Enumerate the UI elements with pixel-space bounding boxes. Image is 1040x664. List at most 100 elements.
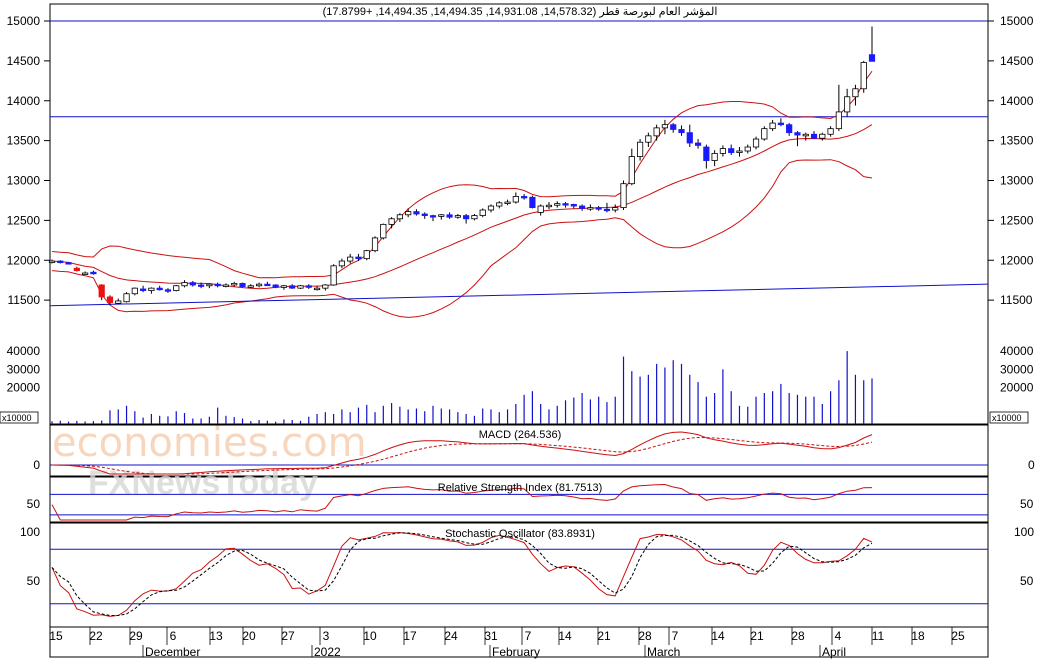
candle-body <box>421 213 428 216</box>
candle-body <box>463 215 470 220</box>
price-tick-label: 14500 <box>1000 54 1034 68</box>
x-tick-label: 7 <box>525 629 532 643</box>
candle-body <box>686 132 693 144</box>
candle-body <box>106 296 114 303</box>
volume-tick-label: 30000 <box>1000 362 1034 376</box>
x-tick-label: 15 <box>49 629 63 643</box>
candle-body <box>446 214 453 218</box>
watermark-economies: economies.com <box>52 420 367 466</box>
volume-unit-right: x10000 <box>992 413 1022 423</box>
x-tick-label: 21 <box>597 629 611 643</box>
candle-body <box>82 272 89 275</box>
month-label: March <box>647 645 680 659</box>
candle-body <box>570 204 577 207</box>
rsi-title: Relative Strength Index (81.7513) <box>438 482 603 494</box>
volume-tick-label: 40000 <box>1000 344 1034 358</box>
candle-body <box>844 96 851 113</box>
price-tick-label: 13500 <box>7 134 41 148</box>
x-tick-label: 31 <box>484 629 498 643</box>
x-tick-label: 24 <box>444 629 458 643</box>
candle-body <box>487 205 495 211</box>
candle-body <box>247 285 254 288</box>
candle-body <box>562 203 569 206</box>
month-label: April <box>822 645 846 659</box>
candle-body <box>612 207 619 211</box>
candle-body <box>123 293 130 303</box>
month-label: 2022 <box>314 645 341 659</box>
stoch-50-left: 50 <box>27 574 41 588</box>
x-tick-label: 28 <box>638 629 652 643</box>
candle-body <box>587 207 594 210</box>
candle-body <box>388 218 395 225</box>
candle-body <box>214 283 221 287</box>
candle-body <box>512 196 519 203</box>
macd-zero-left: 0 <box>33 458 40 472</box>
volume-tick-label: 30000 <box>7 362 41 376</box>
candle-body <box>521 196 528 199</box>
candle-body <box>206 283 213 287</box>
price-panel-frame <box>49 3 989 425</box>
candle-body <box>164 289 172 292</box>
candle-body <box>148 287 155 291</box>
macd-title: MACD (264.536) <box>479 429 562 441</box>
candle-body <box>603 208 611 212</box>
stoch-100-left: 100 <box>20 525 40 539</box>
price-tick-label: 11500 <box>8 293 41 307</box>
x-tick-label: 10 <box>363 629 377 643</box>
x-tick-label: 14 <box>711 629 725 643</box>
price-tick-label: 13500 <box>1000 134 1034 148</box>
candle-body <box>496 202 503 207</box>
candle-body <box>703 146 710 161</box>
candle-body <box>156 287 163 291</box>
candle-body <box>810 133 818 139</box>
macd-line <box>51 431 873 475</box>
candle-body <box>827 128 834 135</box>
candle-body <box>802 133 809 137</box>
volume-tick-label: 40000 <box>7 344 41 358</box>
candle-body <box>471 215 478 220</box>
chart-title: المؤشر العام لبورصة قطر (14,578.32, 14,9… <box>323 6 718 18</box>
candle-body <box>222 284 230 287</box>
candle-body <box>479 209 486 216</box>
candle-body <box>115 300 122 304</box>
x-tick-label: 6 <box>170 629 177 643</box>
watermark-fxnewstoday: FXNewsToday <box>88 464 318 502</box>
x-tick-label: 25 <box>951 629 965 643</box>
candle-body <box>711 152 718 161</box>
candle-body <box>835 111 842 130</box>
price-tick-label: 11500 <box>1000 293 1033 307</box>
candle-body <box>728 148 735 153</box>
stoch-100-right: 100 <box>1014 525 1034 539</box>
price-tick-label: 15000 <box>7 14 41 28</box>
candle-body <box>719 148 727 154</box>
candle-body <box>429 215 437 218</box>
macd-panel-frame <box>49 424 989 477</box>
candle-body <box>678 129 685 134</box>
candle-body <box>98 284 105 298</box>
x-tick-label: 4 <box>835 629 842 643</box>
candle-body <box>289 285 296 289</box>
x-tick-label: 28 <box>791 629 805 643</box>
macd-zero-right: 0 <box>1028 458 1035 472</box>
candle-body <box>189 282 196 286</box>
candle-body <box>736 150 743 153</box>
volume-tick-label: 20000 <box>1000 381 1034 395</box>
candle-body <box>777 122 784 126</box>
candle-body <box>636 141 644 157</box>
x-tick-label: 11 <box>872 629 885 643</box>
candle-body <box>57 260 64 264</box>
x-tick-label: 21 <box>750 629 764 643</box>
candle-body <box>405 211 412 216</box>
candle-body <box>786 124 793 134</box>
candle-body <box>744 146 751 152</box>
volume-unit-left: x10000 <box>2 413 32 423</box>
price-tick-label: 12500 <box>1000 213 1034 227</box>
candle-body <box>131 287 138 295</box>
candle-body <box>197 284 205 287</box>
price-tick-label: 12000 <box>1000 253 1034 267</box>
candle-body <box>579 205 586 209</box>
x-tick-label: 7 <box>672 629 679 643</box>
price-tick-label: 12000 <box>7 253 41 267</box>
